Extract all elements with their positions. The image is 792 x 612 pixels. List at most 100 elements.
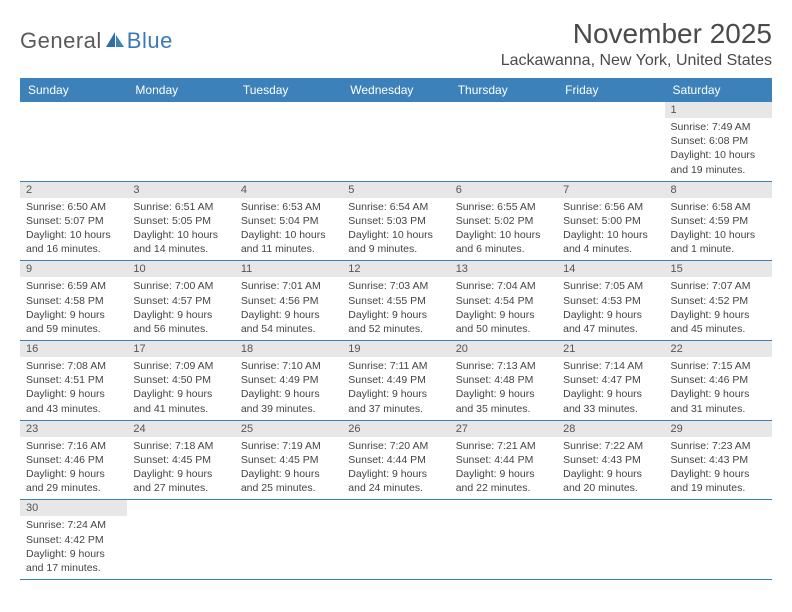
daylight-line: Daylight: 9 hours and 27 minutes.: [133, 467, 228, 495]
sunrise-line: Sunrise: 7:15 AM: [671, 359, 766, 373]
sunrise-line: Sunrise: 6:50 AM: [26, 200, 121, 214]
daylight-line: Daylight: 9 hours and 59 minutes.: [26, 308, 121, 336]
day-number: 16: [20, 341, 127, 357]
day-content: Sunrise: 7:09 AMSunset: 4:50 PMDaylight:…: [127, 357, 234, 420]
sunset-line: Sunset: 4:56 PM: [241, 294, 336, 308]
day-number: 4: [235, 182, 342, 198]
day-number: 10: [127, 261, 234, 277]
sunset-line: Sunset: 4:42 PM: [26, 533, 121, 547]
sunset-line: Sunset: 4:53 PM: [563, 294, 658, 308]
sunrise-line: Sunrise: 7:08 AM: [26, 359, 121, 373]
day-content: Sunrise: 7:07 AMSunset: 4:52 PMDaylight:…: [665, 277, 772, 340]
day-content: Sunrise: 6:56 AMSunset: 5:00 PMDaylight:…: [557, 198, 664, 261]
day-cell: 30Sunrise: 7:24 AMSunset: 4:42 PMDayligh…: [20, 500, 127, 580]
day-cell: [665, 500, 772, 580]
day-number: 2: [20, 182, 127, 198]
week-row: 9Sunrise: 6:59 AMSunset: 4:58 PMDaylight…: [20, 261, 772, 341]
day-content: Sunrise: 7:16 AMSunset: 4:46 PMDaylight:…: [20, 437, 127, 500]
day-header: Monday: [127, 78, 234, 102]
sunrise-line: Sunrise: 7:09 AM: [133, 359, 228, 373]
day-cell: 12Sunrise: 7:03 AMSunset: 4:55 PMDayligh…: [342, 261, 449, 341]
sunrise-line: Sunrise: 7:22 AM: [563, 439, 658, 453]
daylight-line: Daylight: 9 hours and 31 minutes.: [671, 387, 766, 415]
sunset-line: Sunset: 4:55 PM: [348, 294, 443, 308]
sunset-line: Sunset: 4:43 PM: [671, 453, 766, 467]
day-cell: 1Sunrise: 7:49 AMSunset: 6:08 PMDaylight…: [665, 102, 772, 181]
day-number: 12: [342, 261, 449, 277]
sunrise-line: Sunrise: 7:00 AM: [133, 279, 228, 293]
day-number: 1: [665, 102, 772, 118]
sunrise-line: Sunrise: 7:13 AM: [456, 359, 551, 373]
day-number: 3: [127, 182, 234, 198]
day-cell: 18Sunrise: 7:10 AMSunset: 4:49 PMDayligh…: [235, 341, 342, 421]
day-number: 13: [450, 261, 557, 277]
sunset-line: Sunset: 4:44 PM: [456, 453, 551, 467]
day-cell: 23Sunrise: 7:16 AMSunset: 4:46 PMDayligh…: [20, 420, 127, 500]
day-content: Sunrise: 7:18 AMSunset: 4:45 PMDaylight:…: [127, 437, 234, 500]
day-cell: 8Sunrise: 6:58 AMSunset: 4:59 PMDaylight…: [665, 181, 772, 261]
day-number: 26: [342, 421, 449, 437]
daylight-line: Daylight: 9 hours and 29 minutes.: [26, 467, 121, 495]
day-header-row: Sunday Monday Tuesday Wednesday Thursday…: [20, 78, 772, 102]
day-cell: 28 Sunrise: 7:22 AMSunset: 4:43 PMDayligh…: [557, 420, 664, 500]
day-content: [342, 516, 449, 572]
day-cell: 19Sunrise: 7:11 AMSunset: 4:49 PMDayligh…: [342, 341, 449, 421]
day-content: Sunrise: 6:59 AMSunset: 4:58 PMDaylight:…: [20, 277, 127, 340]
sunset-line: Sunset: 5:00 PM: [563, 214, 658, 228]
day-content: Sunrise: 7:11 AMSunset: 4:49 PMDaylight:…: [342, 357, 449, 420]
day-number: [342, 500, 449, 516]
week-row: 23Sunrise: 7:16 AMSunset: 4:46 PMDayligh…: [20, 420, 772, 500]
day-content: Sunrise: 7:01 AMSunset: 4:56 PMDaylight:…: [235, 277, 342, 340]
week-row: 1Sunrise: 7:49 AMSunset: 6:08 PMDaylight…: [20, 102, 772, 181]
day-cell: [450, 102, 557, 181]
sunrise-line: Sunrise: 6:58 AM: [671, 200, 766, 214]
sunset-line: Sunset: 5:05 PM: [133, 214, 228, 228]
day-cell: [20, 102, 127, 181]
day-cell: 4Sunrise: 6:53 AMSunset: 5:04 PMDaylight…: [235, 181, 342, 261]
sunset-line: Sunset: 4:48 PM: [456, 373, 551, 387]
daylight-line: Daylight: 10 hours and 14 minutes.: [133, 228, 228, 256]
day-cell: 5Sunrise: 6:54 AMSunset: 5:03 PMDaylight…: [342, 181, 449, 261]
sunrise-line: Sunrise: 7:11 AM: [348, 359, 443, 373]
week-row: 16Sunrise: 7:08 AMSunset: 4:51 PMDayligh…: [20, 341, 772, 421]
sunset-line: Sunset: 4:49 PM: [348, 373, 443, 387]
sail-icon: [104, 30, 126, 53]
sunset-line: Sunset: 4:44 PM: [348, 453, 443, 467]
week-row: 2Sunrise: 6:50 AMSunset: 5:07 PMDaylight…: [20, 181, 772, 261]
sunset-line: Sunset: 4:58 PM: [26, 294, 121, 308]
day-content: Sunrise: 7:21 AMSunset: 4:44 PMDaylight:…: [450, 437, 557, 500]
day-number: 9: [20, 261, 127, 277]
sunset-line: Sunset: 4:45 PM: [133, 453, 228, 467]
sunset-line: Sunset: 6:08 PM: [671, 134, 766, 148]
day-content: [557, 516, 664, 572]
day-number: 6: [450, 182, 557, 198]
day-cell: [557, 102, 664, 181]
day-header: Tuesday: [235, 78, 342, 102]
sunset-line: Sunset: 4:43 PM: [563, 453, 658, 467]
daylight-line: Daylight: 9 hours and 45 minutes.: [671, 308, 766, 336]
day-number: 28: [557, 421, 664, 437]
sunset-line: Sunset: 5:04 PM: [241, 214, 336, 228]
day-content: [235, 118, 342, 174]
day-content: [20, 118, 127, 174]
sunrise-line: Sunrise: 7:01 AM: [241, 279, 336, 293]
day-cell: [127, 102, 234, 181]
day-cell: [235, 102, 342, 181]
day-number: 14: [557, 261, 664, 277]
day-cell: 11Sunrise: 7:01 AMSunset: 4:56 PMDayligh…: [235, 261, 342, 341]
day-number: 5: [342, 182, 449, 198]
day-content: Sunrise: 7:03 AMSunset: 4:55 PMDaylight:…: [342, 277, 449, 340]
sunset-line: Sunset: 4:47 PM: [563, 373, 658, 387]
sunrise-line: Sunrise: 7:21 AM: [456, 439, 551, 453]
daylight-line: Daylight: 9 hours and 20 minutes.: [563, 467, 658, 495]
day-cell: 15Sunrise: 7:07 AMSunset: 4:52 PMDayligh…: [665, 261, 772, 341]
daylight-line: Daylight: 10 hours and 16 minutes.: [26, 228, 121, 256]
day-number: [557, 102, 664, 118]
day-number: [20, 102, 127, 118]
day-content: Sunrise: 7:00 AMSunset: 4:57 PMDaylight:…: [127, 277, 234, 340]
day-cell: 14Sunrise: 7:05 AMSunset: 4:53 PMDayligh…: [557, 261, 664, 341]
day-content: Sunrise: 6:55 AMSunset: 5:02 PMDaylight:…: [450, 198, 557, 261]
day-content: [665, 516, 772, 572]
day-content: Sunrise: 7:49 AMSunset: 6:08 PMDaylight:…: [665, 118, 772, 181]
day-cell: [342, 500, 449, 580]
